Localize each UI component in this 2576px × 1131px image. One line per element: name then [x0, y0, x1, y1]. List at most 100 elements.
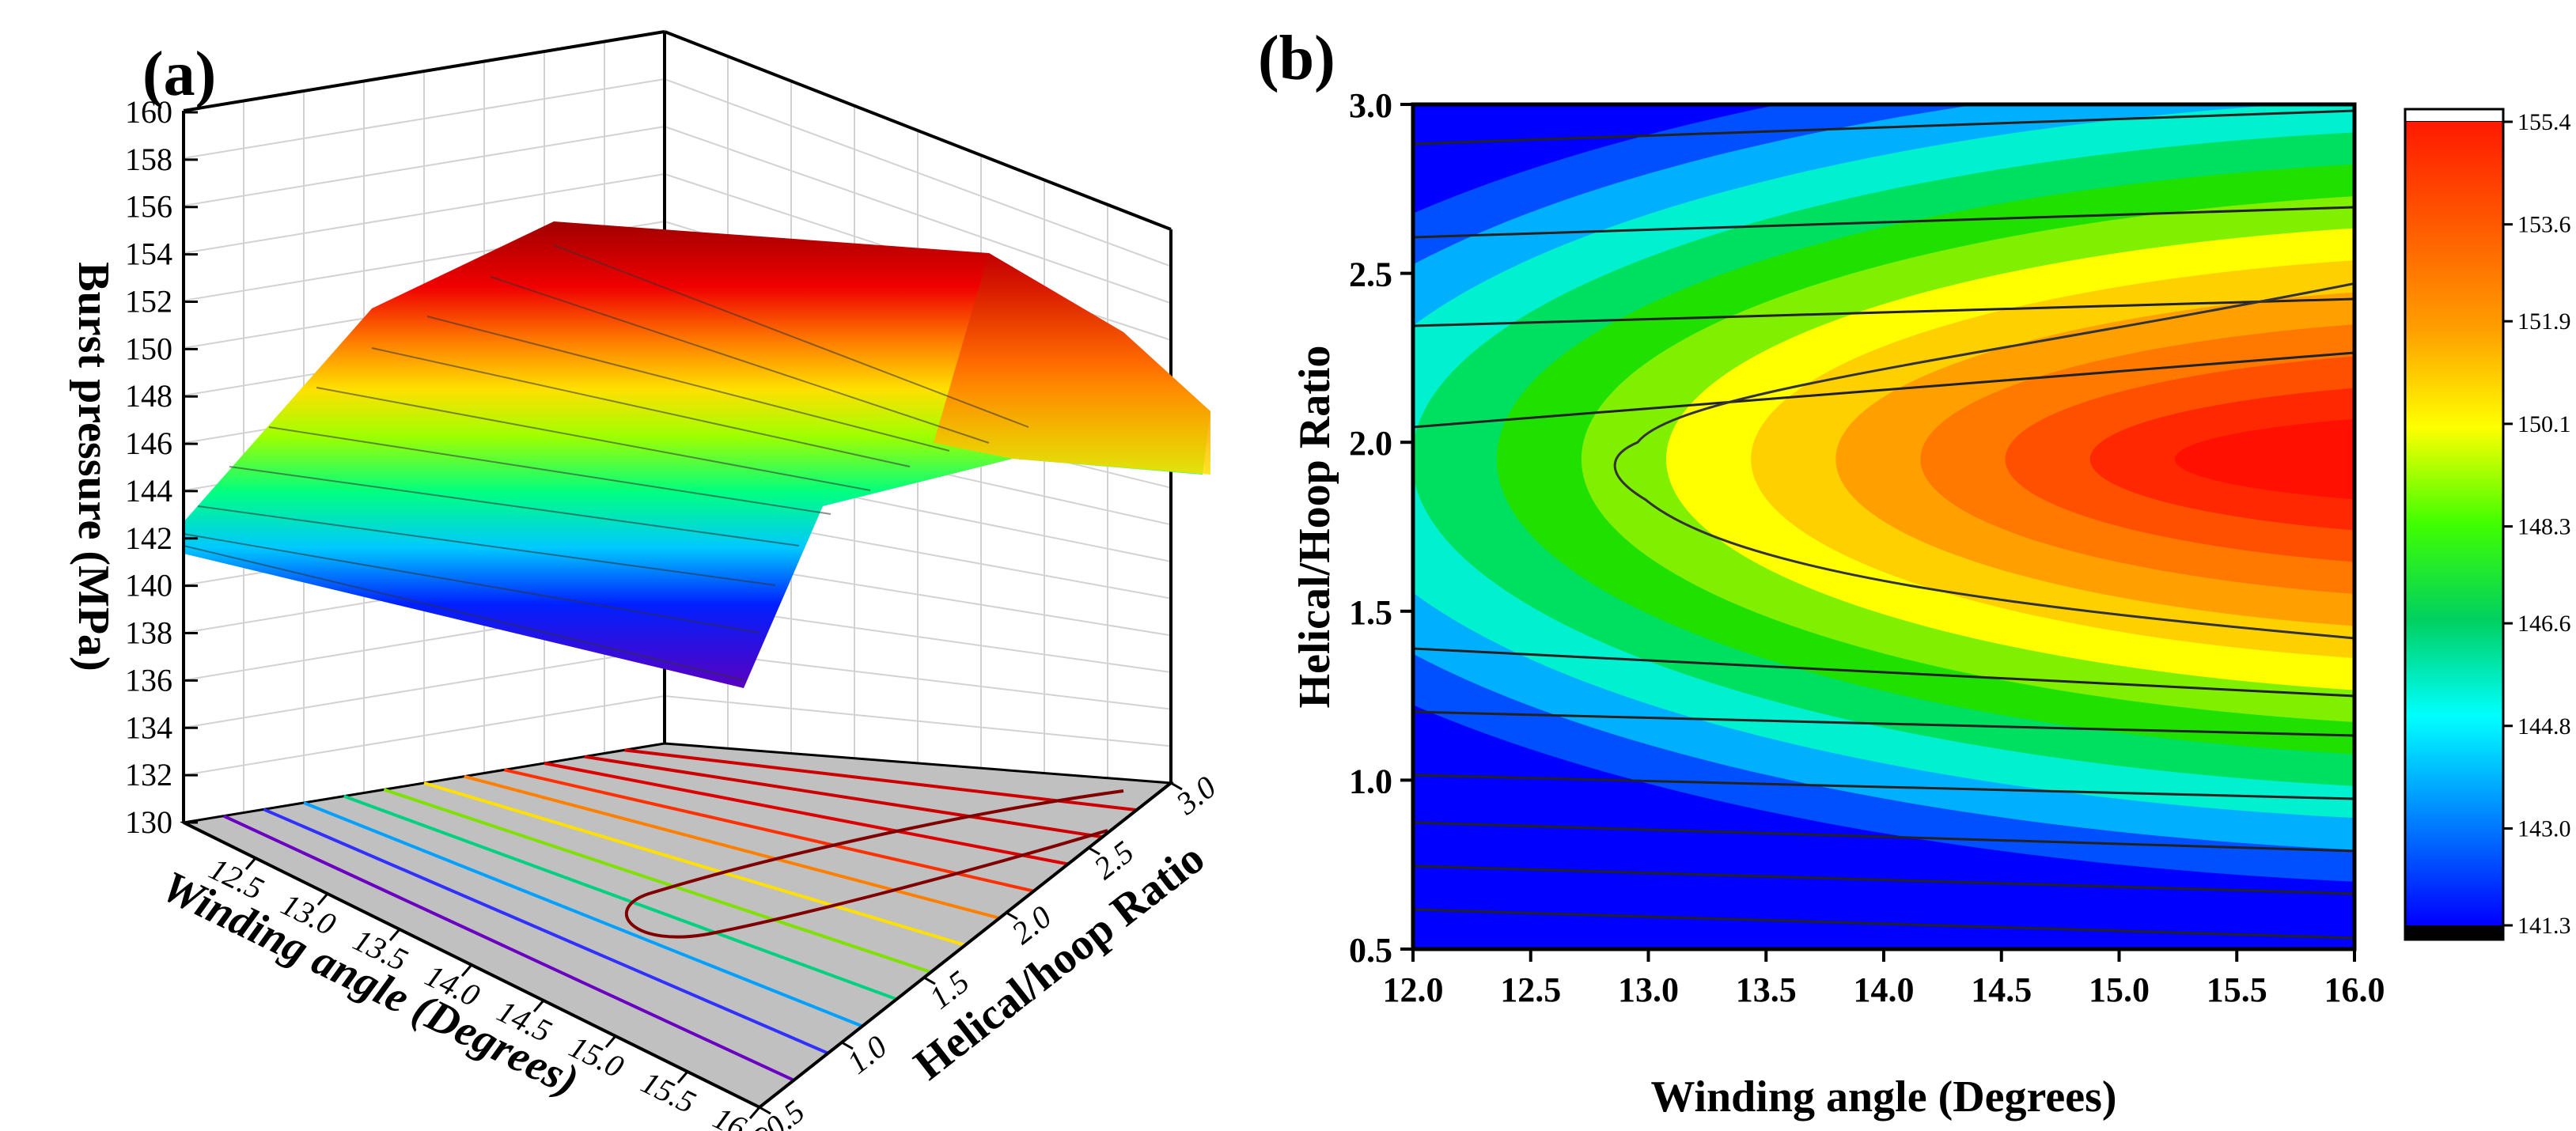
y-tick-label: 1.5 [1349, 593, 1392, 632]
surface-contour-line [229, 466, 800, 547]
z-tick-label: 158 [125, 142, 172, 177]
z-tick-label: 154 [125, 236, 172, 272]
x-axis-title: Winding angle (Degrees) [1650, 1072, 2116, 1122]
floor-peak-contour [624, 789, 1124, 939]
x-tick-mark [604, 1035, 617, 1048]
y-tick-label: 3.0 [1169, 769, 1222, 822]
floor-contour-line [624, 748, 1137, 812]
panel-b-contour-plot: (b) 12.0 12.5 13.0 13.5 14.0 14.5 15.0 15.5 16.0… [1258, 24, 2571, 1122]
surface-contour-line [490, 276, 990, 444]
z-axis-ticks: 160 158 156 154 152 150 148 146 144 142 140 138 136 1… [125, 94, 198, 840]
z-tick-label: 134 [125, 709, 172, 745]
surface-contour-line [426, 316, 950, 452]
contour-line [1413, 774, 2354, 800]
surface-contour-line [183, 545, 744, 681]
colorbar-tick-label: 144.8 [2517, 713, 2571, 740]
colorbar-frame [2404, 108, 2505, 941]
floor-contour-line [464, 774, 1000, 920]
contour-line [1413, 109, 2354, 146]
panel-b-label: (b) [1258, 24, 1335, 93]
grid-line [664, 695, 1172, 747]
colorbar-tick-label: 146.6 [2517, 611, 2571, 637]
floor-contour-line [423, 781, 966, 947]
x-tick-mark [244, 857, 257, 870]
y-tick-label: 3.0 [1349, 86, 1392, 125]
peak-contour-line [1613, 282, 2354, 640]
contour-bands [1413, 104, 2354, 949]
floor-contour-line [222, 814, 795, 1082]
x-tick-label: 13.5 [1736, 970, 1797, 1009]
surface-contour-line [183, 533, 760, 634]
z-tick-label: 142 [125, 520, 172, 556]
y-axis-ticks: 0.5 1.0 1.5 2.0 2.5 3.0 [1349, 86, 1413, 970]
floor-contour-line [503, 768, 1035, 893]
z-tick-label: 148 [125, 378, 172, 414]
panel-a-surface-plot: (a) 160 158 156 154 152 150 148 146 144 142 140 138… [69, 30, 1222, 1131]
response-surface-right-face [934, 253, 1210, 475]
colorbar-tick-label: 150.1 [2517, 411, 2571, 437]
grid-line [183, 695, 665, 776]
y-tick-mark [1088, 846, 1100, 856]
grid-line [183, 173, 665, 254]
grid-line [664, 78, 1172, 267]
y-tick-mark [841, 1041, 854, 1050]
colorbar-tick-label: 153.6 [2517, 212, 2571, 238]
y-axis-line [758, 781, 1172, 1109]
x-tick-label: 14.5 [1971, 970, 2032, 1009]
colorbar-tick-label: 151.9 [2517, 308, 2571, 335]
x-tick-mark [748, 1106, 761, 1119]
surface-contour-line [371, 347, 911, 467]
y-tick-mark [759, 1106, 771, 1115]
x-tick-label: 15.5 [2207, 970, 2267, 1009]
floor-contour-line [584, 755, 1103, 839]
colorbar: 155.4 153.6 151.9 150.1 148.3 146.6 144.8 143.0… [2404, 108, 2571, 941]
x-tick-label: 12.0 [1383, 970, 1444, 1009]
contour-line [1413, 710, 2354, 737]
y-tick-label: 2.5 [1349, 255, 1392, 294]
z-tick-label: 156 [125, 189, 172, 225]
y-tick-label: 0.5 [1349, 931, 1392, 970]
x-tick-label: 13.0 [1618, 970, 1679, 1009]
z-tick-label: 146 [125, 426, 172, 461]
grid-line [183, 78, 665, 159]
x-tick-mark [460, 964, 473, 977]
contour-line [1413, 206, 2354, 239]
x-tick-label: 12.5 [1500, 970, 1561, 1009]
contour-line [1413, 351, 2354, 429]
colorbar-bottom-swatch [2405, 925, 2503, 940]
contour-band [2175, 418, 2354, 500]
colorbar-tick-label: 143.0 [2517, 816, 2571, 842]
panel-a-label: (a) [142, 40, 216, 109]
floor-contour-line [343, 794, 898, 1001]
x-tick-label: 14.0 [1854, 970, 1915, 1009]
contour-fill [1413, 104, 2354, 949]
z-tick-label: 132 [125, 757, 172, 792]
z-tick-label: 144 [125, 473, 172, 509]
x-axis-ticks: 12.0 12.5 13.0 13.5 14.0 14.5 15.0 15.5 16.0 [1383, 949, 2385, 1009]
contour-line [1413, 647, 2354, 698]
grid-line [664, 126, 1172, 304]
colorbar-top-swatch [2404, 108, 2504, 123]
x-tick-mark [532, 1000, 545, 1012]
y-tick-mark [923, 976, 936, 985]
floor-contour-line [303, 801, 863, 1028]
contour-line [1413, 908, 2354, 940]
floor-contour-line [383, 788, 932, 974]
z-tick-label: 130 [125, 804, 172, 840]
box-edge-top-left [183, 30, 665, 112]
x-tick-mark [316, 893, 329, 906]
z-tick-label: 160 [125, 94, 172, 130]
contour-lines [1413, 109, 2354, 940]
surface-contour-line [316, 387, 871, 491]
y-tick-label: 2.0 [1349, 424, 1392, 463]
z-tick-label: 136 [125, 662, 172, 698]
x-tick-mark [388, 929, 401, 941]
contour-line [1413, 821, 2354, 853]
y-tick-mark [1170, 781, 1183, 791]
colorbar-tick-label: 141.3 [2517, 913, 2571, 939]
colorbar-ticks: 155.4 153.6 151.9 150.1 148.3 146.6 144.8 143.0… [2503, 109, 2571, 939]
y-tick-label: 1.0 [1349, 762, 1392, 800]
grid-line [183, 126, 665, 206]
contour-line [1413, 864, 2354, 895]
